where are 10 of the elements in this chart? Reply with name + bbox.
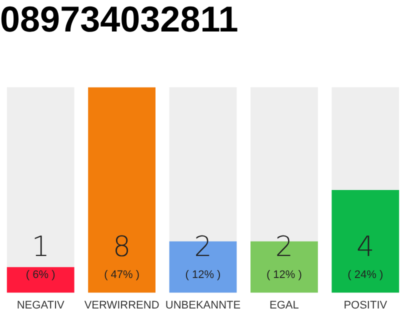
x-tick-label: UNBEKANNTE [165, 299, 241, 312]
x-tick-label: POSITIV [344, 299, 388, 312]
x-tick-label: EGAL [270, 299, 299, 312]
bar [6, 267, 74, 293]
x-tick-label: VERWIRREND [84, 299, 160, 312]
data-label: 1 ( 6% ) [26, 230, 56, 281]
data-label: 4 ( 24% ) [348, 230, 384, 281]
chart-title: 089734032811 [0, 0, 238, 40]
x-tick-label: NEGATIV [16, 299, 65, 312]
data-label: 8 ( 47% ) [104, 230, 140, 281]
